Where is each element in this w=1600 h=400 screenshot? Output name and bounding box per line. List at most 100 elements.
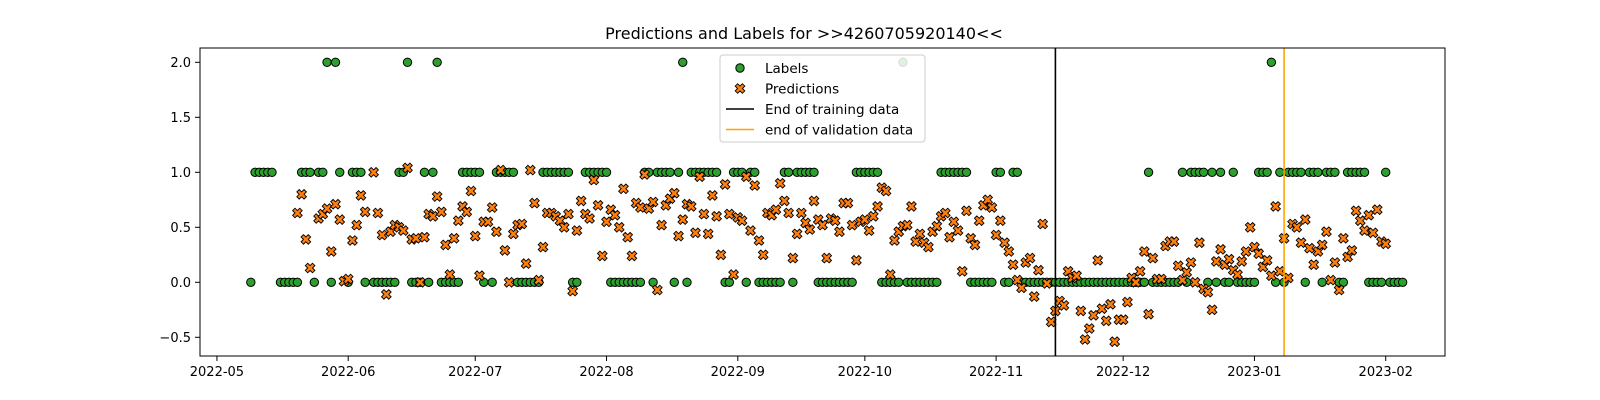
prediction-point bbox=[1075, 305, 1087, 317]
prediction-point bbox=[961, 205, 972, 217]
prediction-point bbox=[982, 194, 994, 206]
label-point bbox=[423, 277, 434, 287]
prediction-point bbox=[1350, 205, 1362, 217]
prediction-point bbox=[1333, 284, 1345, 296]
label-point bbox=[1228, 167, 1238, 178]
label-point bbox=[356, 167, 366, 178]
prediction-point bbox=[994, 215, 1006, 227]
prediction-point bbox=[914, 228, 926, 240]
prediction-point bbox=[715, 249, 727, 261]
prediction-point bbox=[939, 207, 951, 219]
prediction-point bbox=[402, 162, 413, 174]
prediction-point bbox=[567, 285, 579, 297]
prediction-point bbox=[1092, 254, 1104, 266]
x-tick-label: 2023-02 bbox=[1359, 365, 1413, 380]
prediction-point bbox=[677, 214, 689, 226]
prediction-point bbox=[584, 213, 596, 224]
legend-labels-label: Labels bbox=[765, 61, 808, 77]
prediction-point bbox=[694, 171, 706, 183]
prediction-point bbox=[499, 244, 511, 256]
y-tick-label: 1.0 bbox=[170, 166, 191, 181]
prediction-point bbox=[1058, 299, 1070, 311]
prediction-point bbox=[1109, 336, 1121, 348]
prediction-point bbox=[1359, 225, 1370, 237]
prediction-point bbox=[1037, 218, 1049, 230]
label-point bbox=[872, 167, 883, 178]
label-point bbox=[1313, 167, 1323, 178]
label-point bbox=[783, 167, 794, 178]
label-point bbox=[1359, 167, 1370, 178]
y-tick-label: −0.5 bbox=[159, 331, 191, 346]
label-point bbox=[601, 167, 612, 178]
prediction-point bbox=[448, 232, 460, 244]
label-point bbox=[305, 167, 315, 178]
label-point bbox=[1300, 277, 1310, 287]
prediction-point bbox=[757, 249, 769, 261]
prediction-point bbox=[872, 200, 883, 212]
prediction-point bbox=[1270, 200, 1282, 212]
prediction-point bbox=[1223, 253, 1235, 265]
prediction-point bbox=[1071, 270, 1083, 282]
prediction-point bbox=[355, 189, 367, 201]
label-point bbox=[292, 277, 303, 287]
prediction-point bbox=[1100, 315, 1112, 327]
prediction-point bbox=[999, 237, 1011, 249]
prediction-point bbox=[1215, 243, 1226, 255]
label-point bbox=[1211, 277, 1222, 287]
x-tick-label: 2022-05 bbox=[190, 365, 244, 380]
prediction-point bbox=[944, 231, 955, 243]
prediction-point bbox=[601, 216, 612, 228]
label-point bbox=[267, 167, 277, 178]
prediction-point bbox=[1143, 308, 1155, 320]
prediction-point bbox=[1210, 255, 1222, 267]
prediction-point bbox=[1244, 221, 1256, 233]
prediction-point bbox=[736, 215, 748, 227]
label-point bbox=[453, 277, 464, 287]
label-point bbox=[428, 167, 438, 178]
prediction-point bbox=[1028, 291, 1040, 303]
prediction-point bbox=[618, 183, 629, 195]
x-axis: 2022-05 2022-06 2022-07 2022-08 2022-09 2022-… bbox=[190, 356, 1413, 380]
prediction-point bbox=[1329, 257, 1341, 268]
label-point bbox=[309, 277, 320, 287]
label-point bbox=[335, 167, 345, 178]
prediction-point bbox=[1033, 264, 1044, 276]
legend-training-end-label: End of training data bbox=[765, 102, 899, 118]
prediction-point bbox=[973, 215, 985, 227]
label-point bbox=[508, 167, 519, 178]
label-point bbox=[682, 277, 692, 287]
label-point bbox=[775, 277, 785, 287]
prediction-point bbox=[334, 214, 346, 226]
prediction-point bbox=[1130, 276, 1142, 288]
prediction-point bbox=[702, 228, 714, 240]
prediction-point bbox=[639, 169, 651, 180]
prediction-point bbox=[990, 229, 1002, 241]
label-point bbox=[750, 167, 760, 178]
legend-predictions-marker bbox=[734, 83, 746, 94]
prediction-point bbox=[774, 177, 786, 189]
prediction-point bbox=[495, 164, 507, 176]
prediction-point bbox=[296, 188, 308, 200]
legend-box bbox=[719, 54, 926, 143]
prediction-point bbox=[821, 252, 833, 264]
prediction-point bbox=[613, 221, 625, 233]
x-tick-label: 2022-08 bbox=[579, 365, 633, 380]
prediction-point bbox=[516, 218, 528, 230]
prediction-point bbox=[490, 226, 502, 238]
y-tick-label: 0.0 bbox=[170, 276, 191, 291]
prediction-point bbox=[719, 178, 731, 190]
prediction-point bbox=[787, 252, 799, 264]
prediction-point bbox=[948, 216, 960, 228]
prediction-point bbox=[1232, 269, 1243, 281]
prediction-point bbox=[1308, 259, 1320, 271]
prediction-point bbox=[795, 207, 807, 219]
prediction-point bbox=[291, 207, 303, 219]
prediction-point bbox=[1367, 227, 1379, 239]
label-point bbox=[669, 277, 679, 287]
prediction-point bbox=[368, 166, 380, 178]
label-point bbox=[1207, 167, 1217, 178]
prediction-point bbox=[533, 274, 545, 286]
label-point bbox=[678, 57, 688, 67]
prediction-point bbox=[804, 224, 816, 235]
prediction-point bbox=[300, 233, 312, 245]
